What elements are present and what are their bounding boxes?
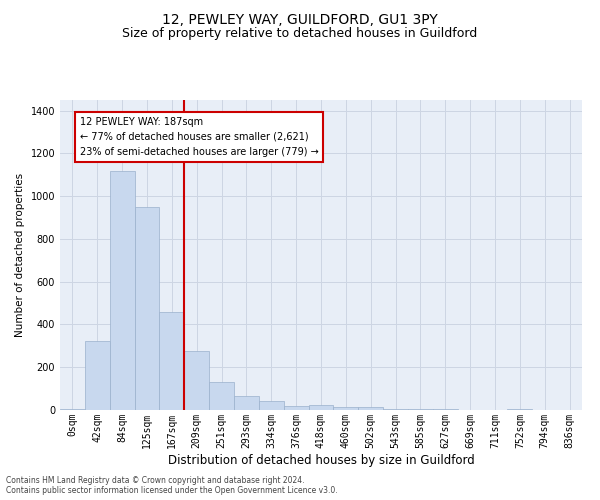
Bar — [160, 312, 184, 410]
Bar — [209, 382, 234, 410]
Bar — [508, 409, 532, 410]
Text: Size of property relative to detached houses in Guildford: Size of property relative to detached ho… — [122, 28, 478, 40]
Bar — [308, 406, 334, 410]
Bar — [85, 340, 110, 410]
X-axis label: Distribution of detached houses by size in Guildford: Distribution of detached houses by size … — [167, 454, 475, 466]
Text: 12 PEWLEY WAY: 187sqm
← 77% of detached houses are smaller (2,621)
23% of semi-d: 12 PEWLEY WAY: 187sqm ← 77% of detached … — [80, 117, 319, 156]
Text: Contains HM Land Registry data © Crown copyright and database right 2024.
Contai: Contains HM Land Registry data © Crown c… — [6, 476, 338, 495]
Bar — [134, 207, 160, 410]
Bar — [60, 409, 85, 410]
Bar — [284, 406, 308, 410]
Bar — [408, 409, 433, 410]
Bar — [259, 402, 284, 410]
Bar — [234, 396, 259, 410]
Bar — [358, 408, 383, 410]
Bar — [383, 409, 408, 410]
Bar — [334, 407, 358, 410]
Y-axis label: Number of detached properties: Number of detached properties — [15, 173, 25, 337]
Bar — [110, 170, 134, 410]
Text: 12, PEWLEY WAY, GUILDFORD, GU1 3PY: 12, PEWLEY WAY, GUILDFORD, GU1 3PY — [162, 12, 438, 26]
Bar — [184, 351, 209, 410]
